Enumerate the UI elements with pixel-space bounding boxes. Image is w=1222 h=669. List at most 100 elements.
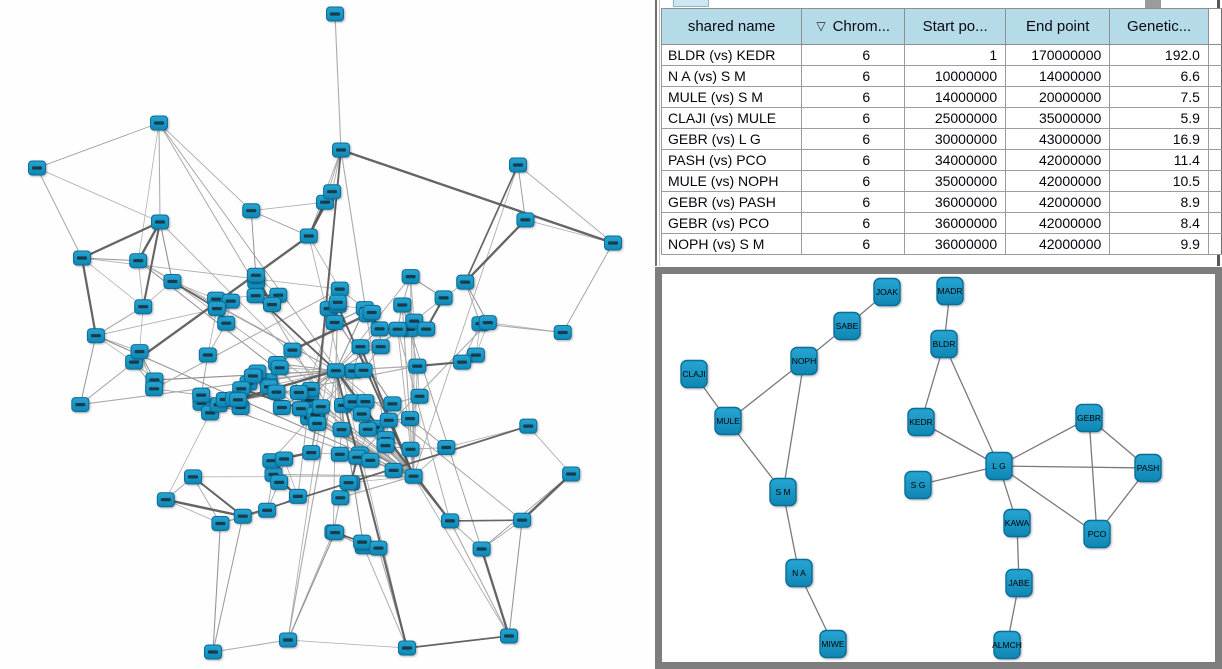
network-node[interactable] xyxy=(509,157,527,173)
network-edge[interactable] xyxy=(517,164,614,244)
table-cell[interactable]: 1 xyxy=(904,44,1007,66)
network-node[interactable] xyxy=(233,508,252,524)
network-edge[interactable] xyxy=(251,201,326,212)
network-node[interactable] xyxy=(604,235,622,251)
table-cell[interactable]: 16.9 xyxy=(1109,128,1209,150)
table-cell[interactable]: 6 xyxy=(801,86,906,108)
network-edge[interactable] xyxy=(81,257,340,290)
table-cell[interactable]: 20000000 xyxy=(1005,86,1111,108)
network-edge[interactable] xyxy=(527,425,572,475)
network-node[interactable] xyxy=(192,387,211,403)
table-cell[interactable]: 25000000 xyxy=(904,107,1007,129)
network-node[interactable] xyxy=(272,400,291,415)
network-node[interactable] xyxy=(207,301,226,317)
column-header-start-point[interactable]: Start po... xyxy=(904,8,1007,45)
network-node[interactable] xyxy=(516,212,535,228)
network-edge[interactable] xyxy=(158,122,161,223)
network-node[interactable] xyxy=(562,466,581,482)
network-edge[interactable] xyxy=(36,122,160,169)
node-CLAJI[interactable]: CLAJI xyxy=(680,359,708,389)
table-cell[interactable]: 6 xyxy=(801,233,906,255)
network-node[interactable] xyxy=(383,396,402,412)
node-JABE[interactable]: JABE xyxy=(1005,568,1033,598)
network-node[interactable] xyxy=(134,299,153,315)
network-node[interactable] xyxy=(198,347,217,363)
network-node[interactable] xyxy=(369,540,388,556)
node-MULE[interactable]: MULE xyxy=(714,406,742,436)
network-edge[interactable] xyxy=(80,257,98,336)
network-node[interactable] xyxy=(150,115,168,131)
table-cell[interactable]: 10000000 xyxy=(904,65,1007,87)
network-edge[interactable] xyxy=(562,242,614,333)
network-node[interactable] xyxy=(401,269,420,285)
edge-L G-PCO[interactable] xyxy=(998,465,1098,535)
network-node[interactable] xyxy=(354,362,373,378)
table-cell[interactable]: 8.4 xyxy=(1109,212,1209,234)
network-node[interactable] xyxy=(410,388,429,404)
table-cell[interactable]: 6 xyxy=(801,170,906,192)
table-cell[interactable]: 14000000 xyxy=(904,86,1007,108)
network-node[interactable] xyxy=(283,342,302,358)
network-edge[interactable] xyxy=(279,367,336,372)
network-node[interactable] xyxy=(326,525,345,541)
table-cell[interactable]: MULE (vs) S M xyxy=(660,86,803,108)
node-KEDR[interactable]: KEDR xyxy=(907,407,935,437)
table-cell[interactable]: 36000000 xyxy=(904,212,1007,234)
node-ALMCH[interactable]: ALMCH xyxy=(992,630,1022,660)
node-S M[interactable]: S M xyxy=(769,477,797,507)
network-node[interactable] xyxy=(221,293,240,309)
table-cell[interactable]: 14000000 xyxy=(1005,65,1111,87)
column-header-genetic[interactable]: Genetic... xyxy=(1109,8,1209,45)
table-cell[interactable]: 43000000 xyxy=(1005,128,1111,150)
network-edge[interactable] xyxy=(165,498,244,518)
table-cell[interactable]: 5.9 xyxy=(1109,107,1209,129)
network-edge[interactable] xyxy=(142,221,162,307)
network-node[interactable] xyxy=(376,438,395,454)
node-SABE[interactable]: SABE xyxy=(833,311,861,341)
table-row[interactable]: MULE (vs) NOPH 6 35000000 42000000 10.5 xyxy=(660,170,1222,192)
network-node[interactable] xyxy=(353,534,372,550)
table-cell[interactable]: 6 xyxy=(801,191,906,213)
table-cell[interactable]: 35000000 xyxy=(904,170,1007,192)
table-cell[interactable]: 170000000 xyxy=(1005,44,1111,66)
network-edge[interactable] xyxy=(449,519,523,522)
table-cell[interactable]: 6.6 xyxy=(1109,65,1209,87)
network-node[interactable] xyxy=(243,368,262,384)
network-node[interactable] xyxy=(73,250,91,266)
node-JOAK[interactable]: JOAK xyxy=(873,277,901,307)
edge-L G-GEBR[interactable] xyxy=(998,417,1090,467)
network-edge[interactable] xyxy=(81,257,144,307)
network-node[interactable] xyxy=(308,416,327,431)
network-node[interactable] xyxy=(500,628,518,644)
network-edge[interactable] xyxy=(363,546,408,649)
network-node[interactable] xyxy=(129,253,148,269)
edge-NOPH-S M[interactable] xyxy=(782,360,805,493)
network-node[interactable] xyxy=(331,490,350,506)
network-node[interactable] xyxy=(384,462,403,478)
panel-splitter[interactable] xyxy=(655,0,657,266)
network-edge[interactable] xyxy=(212,523,221,653)
table-cell[interactable]: 6 xyxy=(801,65,906,87)
table-row[interactable]: BLDR (vs) KEDR 6 1 170000000 192.0 xyxy=(660,44,1222,66)
table-cell[interactable]: 34000000 xyxy=(904,149,1007,171)
column-header-end-point[interactable]: End point xyxy=(1005,8,1111,45)
network-edge[interactable] xyxy=(79,361,135,406)
table-cell[interactable]: GEBR (vs) L G xyxy=(660,128,803,150)
network-edge[interactable] xyxy=(192,476,221,524)
network-node[interactable] xyxy=(323,184,342,200)
network-node[interactable] xyxy=(163,274,182,289)
network-edge[interactable] xyxy=(159,221,173,282)
network-edge[interactable] xyxy=(521,473,572,522)
edge-BLDR-L G[interactable] xyxy=(943,343,1000,467)
network-node[interactable] xyxy=(393,297,412,313)
table-cell[interactable]: 6 xyxy=(801,128,906,150)
network-edge[interactable] xyxy=(480,548,511,637)
table-cell[interactable]: GEBR (vs) PCO xyxy=(660,212,803,234)
network-edge[interactable] xyxy=(287,639,408,649)
network-edge[interactable] xyxy=(287,370,337,641)
network-edge[interactable] xyxy=(81,257,139,262)
network-node[interactable] xyxy=(478,315,497,331)
network-node[interactable] xyxy=(211,516,230,531)
table-cell[interactable]: GEBR (vs) PASH xyxy=(660,191,803,213)
network-edge[interactable] xyxy=(36,167,83,259)
